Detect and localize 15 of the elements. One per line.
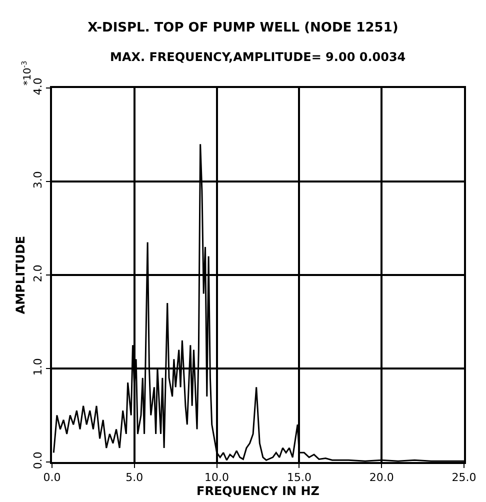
x-tick-label: 5.0: [126, 471, 144, 484]
x-axis-title: FREQUENCY IN HZ: [196, 484, 320, 498]
y-tick-label: 4.0: [32, 78, 45, 96]
chart-title: X-DISPL. TOP OF PUMP WELL (NODE 1251): [88, 20, 398, 36]
x-tick-label: 25.0: [452, 471, 476, 484]
chart-subtitle: MAX. FREQUENCY,AMPLITUDE= 9.00 0.0034: [110, 50, 406, 64]
x-tick-label: 15.0: [286, 471, 312, 484]
y-tick-label: 1.0: [32, 358, 45, 376]
y-axis-title: AMPLITUDE: [13, 236, 28, 314]
x-tick-label: 20.0: [369, 471, 394, 484]
x-tick-label: 10.0: [204, 471, 230, 484]
x-tick-label: 0.0: [43, 471, 61, 484]
y-tick-label: 2.0: [32, 264, 45, 282]
y-tick-label: 3.0: [32, 171, 45, 189]
y-tick-label: 0.0: [32, 452, 45, 470]
